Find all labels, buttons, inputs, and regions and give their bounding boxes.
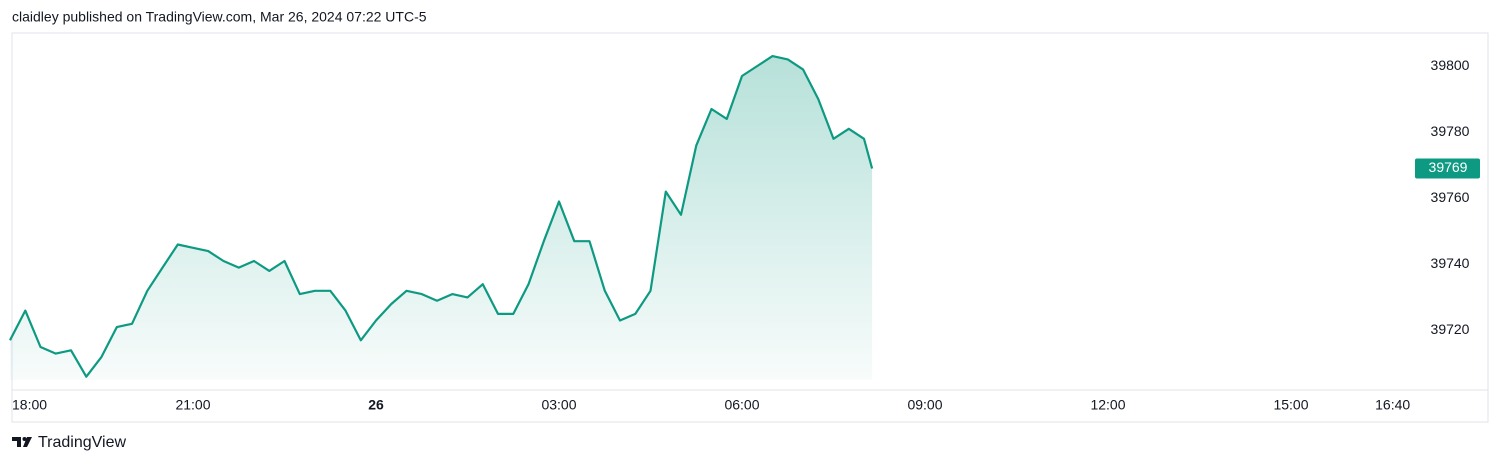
logo — [12, 437, 32, 447]
last-price-box — [1415, 158, 1480, 179]
x-tick-label: 09:00 — [907, 397, 942, 413]
x-tick-label: 06:00 — [724, 397, 759, 413]
y-tick-label: 39780 — [1431, 123, 1470, 139]
x-tick-label: 26 — [368, 397, 384, 413]
header-text: claidley published on TradingView.com, M… — [12, 9, 427, 25]
area-fill — [10, 56, 873, 380]
x-tick-label: 21:00 — [175, 397, 210, 413]
chart-frame — [11, 32, 1489, 423]
y-tick-label: 39740 — [1431, 255, 1470, 271]
last-price-label: 39769 — [1429, 159, 1468, 175]
y-tick-label: 39800 — [1431, 57, 1470, 73]
price-line — [9, 55, 874, 378]
x-tick-label: 18:00 — [12, 397, 47, 413]
x-tick-label: 12:00 — [1090, 397, 1125, 413]
x-tick-label: 16:40 — [1375, 397, 1410, 413]
y-tick-label: 39760 — [1431, 189, 1470, 205]
brand-name: TradingView — [38, 434, 126, 451]
x-tick-label: 03:00 — [541, 397, 576, 413]
y-tick-label: 39720 — [1431, 321, 1470, 337]
x-tick-label: 15:00 — [1273, 397, 1308, 413]
